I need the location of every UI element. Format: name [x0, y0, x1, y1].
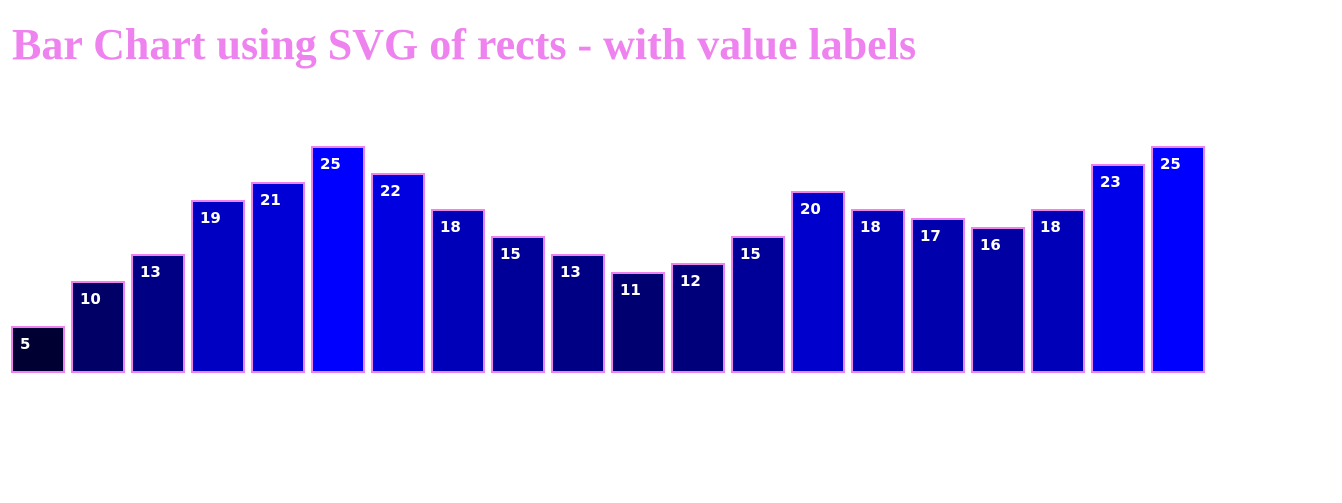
- bar: [191, 200, 245, 373]
- chart-title: Bar Chart using SVG of rects - with valu…: [12, 20, 917, 69]
- bar: [731, 236, 785, 373]
- bar: [131, 254, 185, 373]
- bar-value-label: 25: [1160, 155, 1181, 173]
- bar-value-label: 22: [380, 182, 401, 200]
- bar-value-label: 18: [440, 218, 461, 236]
- bar-value-label: 19: [200, 209, 221, 227]
- bar-value-label: 15: [740, 245, 761, 263]
- bar: [1091, 164, 1145, 373]
- bars-group: 5 10 13 19 21 25 22 18 15 13 11 12 15 20 18 17 16 18 23 25: [11, 146, 1205, 373]
- bar: [11, 326, 65, 373]
- bar-value-label: 12: [680, 272, 701, 290]
- bar: [911, 218, 965, 373]
- bar-value-label: 15: [500, 245, 521, 263]
- bar-value-label: 11: [620, 281, 641, 299]
- bar: [851, 209, 905, 373]
- bar: [71, 281, 125, 373]
- bar-value-label: 20: [800, 200, 821, 218]
- bar: [671, 263, 725, 373]
- bar-value-label: 18: [1040, 218, 1061, 236]
- bar: [551, 254, 605, 373]
- bar: [791, 191, 845, 373]
- bar: [251, 182, 305, 373]
- bar-value-label: 21: [260, 191, 281, 209]
- bar-value-label: 13: [560, 263, 581, 281]
- bar-value-label: 18: [860, 218, 881, 236]
- bar: [311, 146, 365, 373]
- bar-value-label: 23: [1100, 173, 1121, 191]
- bar-value-label: 17: [920, 227, 941, 245]
- bar: [371, 173, 425, 373]
- bar-value-label: 25: [320, 155, 341, 173]
- bar-value-label: 5: [20, 335, 30, 353]
- bar: [971, 227, 1025, 373]
- bar-value-label: 13: [140, 263, 161, 281]
- bar-value-label: 10: [80, 290, 101, 308]
- bar-value-label: 16: [980, 236, 1001, 254]
- bar: [1151, 146, 1205, 373]
- bar: [611, 272, 665, 373]
- bar: [491, 236, 545, 373]
- bar: [1031, 209, 1085, 373]
- bar: [431, 209, 485, 373]
